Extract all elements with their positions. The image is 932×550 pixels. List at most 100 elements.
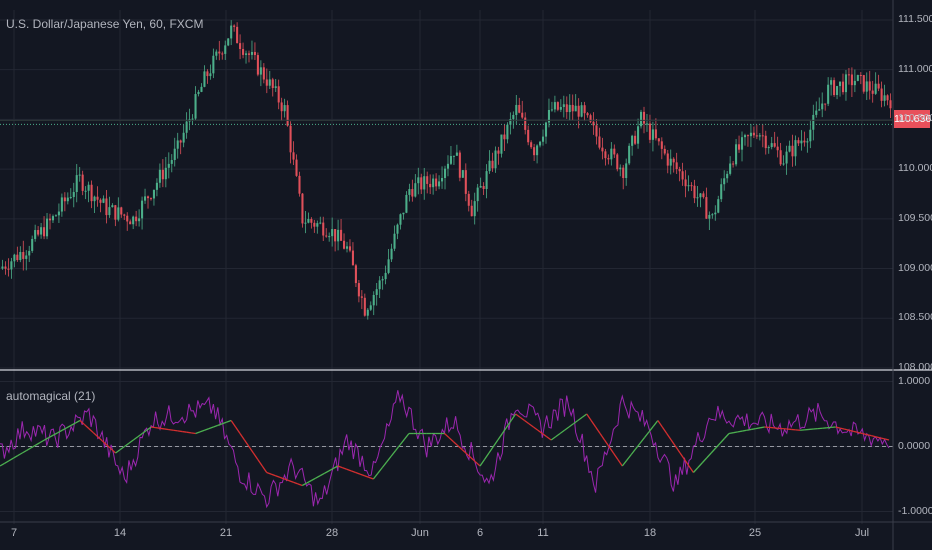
candle-body: [838, 81, 842, 87]
candle-body: [200, 86, 203, 92]
candle-body: [773, 143, 776, 147]
candle-body: [859, 75, 862, 77]
signal-line-segment: [533, 426, 539, 431]
candle-body: [779, 150, 782, 165]
signal-line-segment: [168, 428, 174, 431]
signal-line-segment: [13, 455, 19, 459]
price-candles: [1, 20, 892, 320]
candle-body: [693, 185, 696, 199]
signal-line-segment: [301, 482, 308, 487]
candle-body: [390, 248, 393, 260]
candle-body: [770, 143, 773, 148]
x-tick-label: 21: [219, 527, 233, 539]
signal-line-segment: [483, 452, 490, 460]
candle-body: [827, 84, 830, 104]
signal-line-segment: [515, 413, 521, 418]
candle-body: [268, 79, 271, 86]
signal-line-segment: [835, 426, 841, 429]
candle-body: [785, 151, 788, 164]
candle-body: [25, 255, 28, 259]
candle-body: [203, 71, 206, 87]
signal-line-segment: [644, 431, 650, 438]
candle-body: [28, 250, 31, 256]
signal-line-segment: [581, 413, 588, 418]
signal-line-segment: [608, 446, 614, 454]
candle-body: [51, 216, 55, 221]
signal-line-segment: [350, 470, 356, 474]
signal-line-segment: [639, 437, 646, 444]
candle-body: [417, 177, 420, 184]
signal-line-segment: [688, 465, 694, 473]
candle-body: [613, 148, 616, 155]
signal-line-segment: [630, 448, 637, 456]
candle-body: [758, 135, 761, 137]
candle-body: [48, 218, 52, 221]
signal-line-segment: [208, 426, 214, 430]
signal-line-segment: [848, 429, 854, 432]
signal-line-segment: [461, 449, 468, 455]
signal-line-segment: [626, 454, 632, 461]
y-tick-label: 108.000: [898, 361, 932, 373]
candle-body: [242, 48, 245, 55]
candle-body: [7, 268, 10, 270]
candle-body: [717, 199, 720, 213]
signal-line-segment: [288, 480, 294, 483]
candle-body: [696, 197, 699, 199]
candle-body: [438, 181, 441, 187]
candle-body: [319, 222, 322, 224]
candle-body: [889, 100, 892, 109]
candle-body: [117, 207, 120, 220]
signal-line-segment: [871, 435, 876, 438]
signal-line-segment: [97, 436, 103, 442]
candle-body: [797, 140, 800, 144]
signal-line-segment: [230, 420, 237, 428]
candle-body: [191, 118, 194, 120]
signal-line-segment: [164, 428, 170, 431]
candle-body: [331, 229, 334, 237]
candle-body: [714, 212, 717, 215]
candle-body: [642, 111, 646, 124]
signal-line-segment: [35, 442, 41, 446]
candle-body: [420, 177, 423, 190]
candle-body: [393, 233, 396, 249]
indicator-title[interactable]: automagical (21): [6, 389, 96, 403]
osc-y-tick-label: -1.0000: [898, 504, 932, 517]
candle-body: [631, 135, 634, 146]
candle-body: [634, 135, 637, 144]
candle-body: [120, 207, 123, 215]
candle-body: [681, 171, 684, 180]
signal-line-segment: [279, 476, 285, 480]
signal-line-segment: [666, 433, 672, 441]
signal-line-segment: [595, 426, 601, 434]
candle-body: [72, 192, 75, 198]
candle-body: [574, 105, 577, 112]
candle-body: [794, 140, 797, 157]
signal-line-segment: [213, 424, 219, 428]
candle-body: [337, 229, 340, 242]
signal-line-segment: [270, 473, 276, 477]
candle-body: [663, 148, 666, 154]
candle-body: [280, 102, 283, 112]
signal-line-segment: [857, 431, 863, 435]
candle-body: [197, 91, 200, 95]
candle-body: [705, 197, 708, 219]
signal-line-segment: [497, 433, 503, 441]
x-tick-label: 18: [643, 527, 657, 539]
signal-line-segment: [88, 428, 94, 434]
signal-line-segment: [590, 420, 597, 428]
symbol-title[interactable]: U.S. Dollar/Japanese Yen, 60, FXCM: [6, 17, 204, 31]
signal-line-segment: [195, 431, 201, 435]
signal-line-segment: [266, 471, 272, 475]
candle-body: [803, 140, 806, 143]
candle-body: [164, 167, 167, 180]
signal-line-segment: [470, 457, 477, 463]
signal-line-segment: [501, 426, 508, 434]
candle-body: [298, 175, 301, 194]
y-tick-label: 111.500: [898, 12, 932, 25]
candle-body: [476, 187, 479, 202]
oscillator-lines: [0, 390, 893, 509]
signal-line-segment: [675, 446, 681, 454]
candle-body: [610, 148, 613, 160]
oscillator-series-purple: [0, 390, 890, 509]
